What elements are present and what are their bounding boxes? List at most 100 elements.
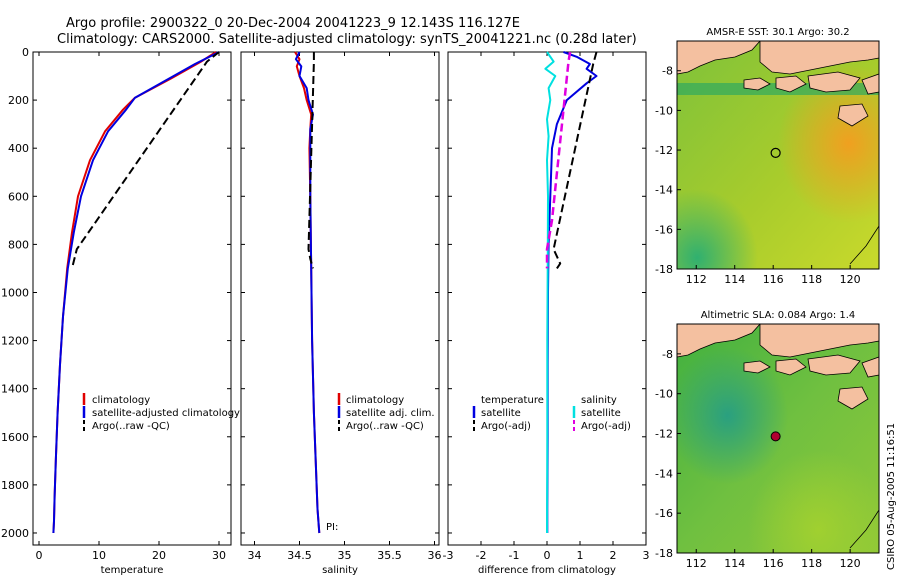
salinity-xlabel: salinity bbox=[322, 565, 358, 576]
p3-xtick-label-1: -2 bbox=[476, 549, 487, 562]
p3-xtick-label-2: -1 bbox=[509, 549, 520, 562]
depth-tick-label-9: 1800 bbox=[1, 479, 29, 492]
sla-land-sumbawa bbox=[807, 354, 861, 376]
sst-map-title: AMSR-E SST: 30.1 Argo: 30.2 bbox=[706, 27, 849, 38]
depth-tick-label-2: 400 bbox=[8, 142, 29, 155]
m1-lon-label-1: 114 bbox=[724, 273, 745, 286]
m2-lat-label-4: -16 bbox=[655, 507, 673, 520]
salinity-axes-frame bbox=[240, 51, 440, 546]
sla-map-panel: Altimetric SLA: 0.084 Argo: 1.4 112 114 11… bbox=[655, 310, 880, 570]
depth-axis: 0 200 400 600 800 1000 1200 1400 1600 1800 2000 bbox=[1, 46, 231, 540]
m2-lon-label-1: 114 bbox=[724, 557, 745, 570]
m2-marker-dot bbox=[770, 431, 781, 442]
legend-sal-climatology: climatology bbox=[346, 395, 404, 406]
sst-map-frame bbox=[676, 40, 880, 270]
sst-argo-marker bbox=[770, 147, 781, 158]
p3-series-temperature-argo-adj bbox=[552, 51, 598, 269]
depth-tick-label-3: 600 bbox=[8, 190, 29, 203]
sst-land-sumbawa bbox=[807, 71, 861, 93]
p1-xtick-label-2: 20 bbox=[152, 549, 166, 562]
sst-land-java bbox=[676, 40, 761, 75]
sla-land-sumba bbox=[837, 386, 869, 410]
sst-heatmap bbox=[676, 40, 880, 269]
temperature-legend: climatology satellite-adjusted climatolo… bbox=[82, 393, 240, 432]
p1-series-argo-raw-qc bbox=[71, 51, 220, 269]
m1-lon-label-2: 116 bbox=[763, 273, 784, 286]
p3-series-salinity-satellite bbox=[544, 51, 557, 534]
salinity-panel: 34 34.5 35 35.5 36 PI: salinity climatology … bbox=[240, 51, 442, 576]
side-label: CSIRO 05-Aug-2005 11:16:51 bbox=[886, 423, 897, 570]
legend-temp-argo: Argo(-adj) bbox=[481, 421, 531, 432]
sla-argo-marker bbox=[770, 431, 781, 442]
sla-map-frame bbox=[676, 323, 880, 554]
temperature-xlabel: temperature bbox=[101, 565, 164, 576]
m2-lon-label-4: 120 bbox=[840, 557, 861, 570]
m2-lon-label-3: 118 bbox=[801, 557, 822, 570]
m1-lat-label-0: -8 bbox=[662, 65, 673, 78]
difference-legend: temperature satellite Argo(-adj) salinit… bbox=[472, 395, 631, 432]
m1-lat-label-2: -12 bbox=[655, 144, 673, 157]
sst-land-lombok bbox=[775, 75, 807, 93]
legend-sal-title: salinity bbox=[581, 395, 617, 406]
p1-xtick-label-3: 30 bbox=[212, 549, 226, 562]
p1-series-satellite-adjusted-climatology bbox=[52, 51, 220, 534]
sst-map-axes: 112 114 116 118 120 -8 -10 -12 -14 -16 -18 bbox=[655, 65, 861, 286]
difference-series bbox=[544, 51, 598, 534]
m2-lat-label-1: -10 bbox=[655, 388, 673, 401]
difference-panel: -3 -2 -1 0 1 2 3 difference from climatology t… bbox=[443, 51, 650, 576]
temperature-axes-frame bbox=[32, 51, 232, 546]
p3-xtick-label-3: 0 bbox=[544, 549, 551, 562]
sst-land-sumba bbox=[837, 103, 869, 127]
m2-lat-label-2: -12 bbox=[655, 428, 673, 441]
p1-xtick-label-0: 0 bbox=[36, 549, 43, 562]
p3-series-salinity-argo-adj bbox=[545, 51, 572, 269]
sla-land-lombok bbox=[775, 358, 807, 376]
salinity-x-axis: 34 34.5 35 35.5 36 bbox=[248, 52, 442, 562]
sst-land-bali bbox=[743, 77, 771, 91]
p2-xtick-label-1: 34.5 bbox=[287, 549, 312, 562]
sst-map-panel: AMSR-E SST: 30.1 Argo: 30.2 112 114 116 118… bbox=[655, 27, 880, 286]
figure-title-line1: Argo profile: 2900322_0 20-Dec-2004 2004… bbox=[66, 16, 520, 31]
legend-climatology: climatology bbox=[92, 395, 150, 406]
p3-xtick-label-5: 2 bbox=[610, 549, 617, 562]
p3-xtick-label-6: 3 bbox=[643, 549, 650, 562]
depth-tick-label-0: 0 bbox=[22, 46, 29, 59]
legend-salinity-satellite: satellite bbox=[581, 408, 621, 419]
depth-tick-label-7: 1400 bbox=[1, 383, 29, 396]
depth-tick-label-8: 1600 bbox=[1, 431, 29, 444]
depth-tick-label-1: 200 bbox=[8, 94, 29, 107]
sla-map-title: Altimetric SLA: 0.084 Argo: 1.4 bbox=[701, 310, 856, 321]
temperature-x-axis: 0 10 20 30 bbox=[36, 52, 226, 562]
m2-lon-label-0: 112 bbox=[686, 557, 707, 570]
m2-lon-label-2: 116 bbox=[763, 557, 784, 570]
depth-tick-label-4: 800 bbox=[8, 238, 29, 251]
salinity-series bbox=[294, 51, 321, 534]
difference-xlabel: difference from climatology bbox=[478, 565, 616, 576]
sla-map-axes: 112 114 116 118 120 -8 -10 -12 -14 -16 -18 bbox=[655, 348, 861, 570]
legend-salinity-argo: Argo(-adj) bbox=[581, 421, 631, 432]
p2-xtick-label-3: 35.5 bbox=[377, 549, 402, 562]
m1-lat-label-3: -14 bbox=[655, 184, 673, 197]
m1-lon-label-4: 120 bbox=[840, 273, 861, 286]
m1-lon-label-3: 118 bbox=[801, 273, 822, 286]
m2-lat-label-5: -18 bbox=[655, 547, 673, 560]
m2-lat-label-3: -14 bbox=[655, 467, 673, 480]
legend-temp-title: temperature bbox=[481, 395, 544, 406]
pi-annotation: PI: bbox=[326, 522, 338, 533]
salinity-depth-ticks bbox=[241, 51, 439, 534]
sst-land-australia bbox=[849, 225, 880, 265]
legend-sal-satellite: satellite adj. clim. bbox=[346, 408, 435, 419]
temperature-panel: 0 200 400 600 800 1000 1200 1400 1600 1800 2000 0 1… bbox=[1, 46, 240, 576]
p2-xtick-label-4: 36 bbox=[428, 549, 442, 562]
m1-lat-label-1: -10 bbox=[655, 104, 673, 117]
m2-lat-label-0: -8 bbox=[662, 348, 673, 361]
figure-title-line2: Climatology: CARS2000. Satellite-adjuste… bbox=[57, 32, 637, 47]
m1-lat-label-4: -16 bbox=[655, 223, 673, 236]
sla-land-australia bbox=[849, 509, 880, 549]
m1-lat-label-5: -18 bbox=[655, 263, 673, 276]
legend-satellite: satellite-adjusted climatology bbox=[92, 408, 240, 419]
sla-land-bali bbox=[743, 360, 771, 374]
temperature-series bbox=[52, 51, 220, 534]
m1-marker-circle bbox=[770, 147, 781, 158]
